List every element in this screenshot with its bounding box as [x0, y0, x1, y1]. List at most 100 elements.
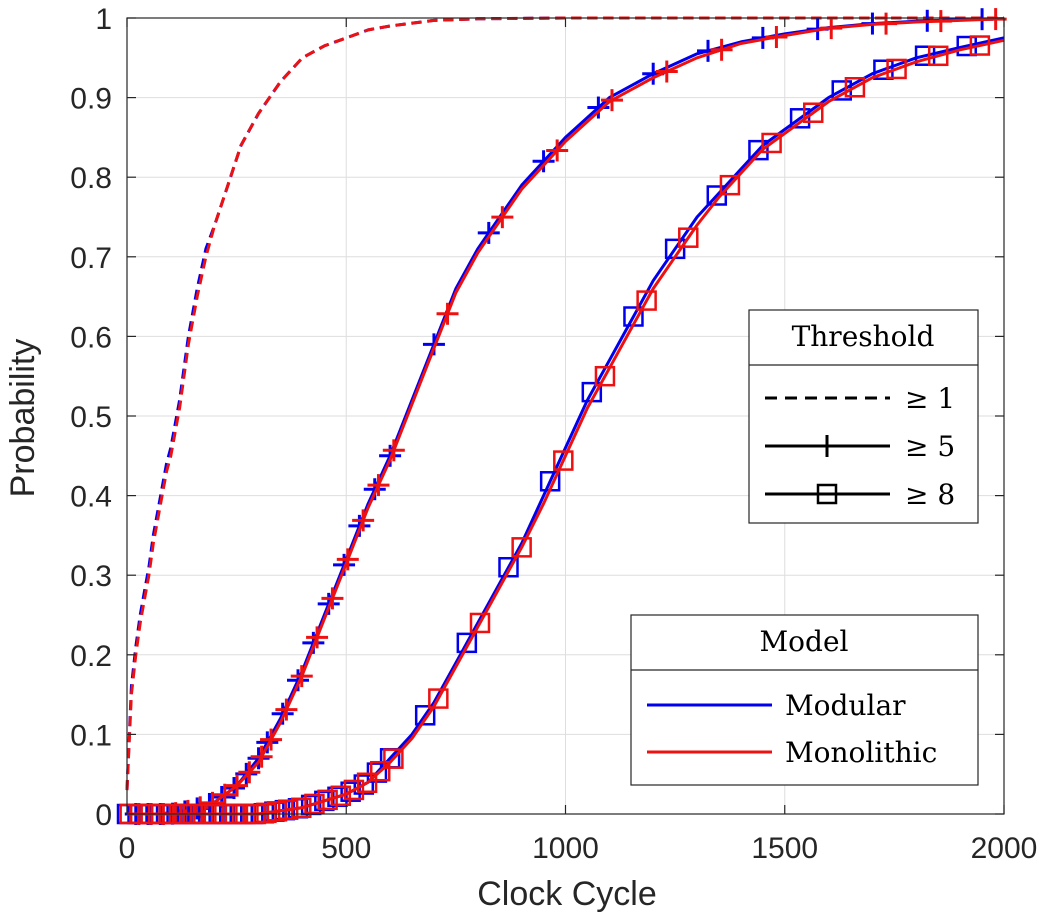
legend-threshold-entry: ≥ 5: [765, 430, 955, 463]
plus-marker: [275, 698, 298, 721]
plus-marker: [816, 435, 838, 457]
legend-threshold-label: ≥ 5: [905, 430, 955, 463]
square-marker: [343, 779, 365, 801]
legend-model-label: Monolithic: [785, 736, 937, 769]
legend-model-entry: Monolithic: [647, 736, 937, 769]
plus-marker: [587, 96, 610, 119]
plus-marker: [600, 89, 623, 112]
square-marker: [330, 785, 352, 807]
square-marker: [636, 290, 657, 311]
y-tick-label: 0.8: [70, 162, 112, 195]
plus-marker: [247, 747, 270, 770]
plus-marker: [226, 774, 249, 797]
legend-threshold-entry: ≥ 1: [765, 382, 955, 415]
square-marker: [277, 799, 299, 820]
plus-marker: [321, 587, 344, 610]
plus-marker: [238, 761, 261, 784]
plus-marker: [382, 439, 405, 462]
square-marker: [706, 185, 728, 206]
plus-marker: [984, 8, 1007, 31]
y-tick-label: 0.7: [70, 242, 112, 275]
square-marker: [803, 102, 824, 123]
plus-marker: [532, 150, 555, 173]
x-axis-label: Clock Cycle: [477, 875, 656, 913]
legend-threshold-box: [748, 309, 979, 524]
x-tick-label: 1000: [532, 832, 599, 865]
square-marker: [816, 483, 838, 505]
square-marker: [428, 688, 449, 709]
plus-marker: [213, 783, 236, 806]
plus-marker: [367, 474, 390, 497]
square-marker: [456, 632, 478, 654]
plus-marker: [929, 10, 952, 33]
tick-labels: 0 500 1000 1500 2000 0 0.1 0.2 0.3 0.4 0.5 0.6 0.7 0.…: [70, 3, 1037, 865]
square-marker: [369, 760, 391, 782]
legend-threshold-entry: ≥ 8: [765, 478, 955, 511]
series-line: [125, 16, 1004, 791]
plus-marker: [352, 509, 375, 532]
square-marker: [553, 450, 574, 471]
legend-model-entry: Modular: [647, 689, 906, 722]
y-tick-label: 0.2: [70, 640, 112, 673]
y-tick-label: 0.5: [70, 401, 112, 434]
x-tick-label: 500: [321, 832, 371, 865]
plus-marker: [260, 728, 283, 751]
plus-marker: [306, 626, 329, 649]
y-axis-label: Probability: [4, 339, 42, 498]
square-marker: [678, 227, 699, 248]
square-marker: [266, 801, 288, 822]
plus-marker: [820, 17, 843, 40]
plot-frame: [126, 17, 1005, 815]
square-marker: [844, 77, 866, 98]
series-monolithic-plus: [127, 8, 1007, 825]
plus-marker: [710, 38, 733, 61]
square-marker: [789, 108, 811, 129]
y-tick-label: 0.6: [70, 321, 112, 354]
square-marker: [317, 789, 338, 811]
legend-model-label: Modular: [785, 689, 906, 722]
plus-marker: [477, 221, 500, 244]
square-marker: [719, 174, 741, 196]
legend-threshold-label: ≥ 8: [905, 478, 955, 511]
legend-model-box: [630, 614, 979, 786]
y-tick-label: 0.9: [70, 83, 112, 116]
square-marker: [304, 793, 325, 815]
series-line: [127, 17, 1005, 816]
y-tick-label: 1: [95, 3, 112, 36]
legend-threshold-label: ≥ 1: [905, 382, 955, 415]
x-tick-label: 0: [119, 832, 136, 865]
y-tick-label: 0.1: [70, 719, 112, 752]
y-tick-label: 0: [95, 799, 112, 832]
square-marker: [291, 797, 312, 819]
square-marker: [927, 45, 949, 67]
y-tick-label: 0.3: [70, 560, 112, 593]
plus-marker: [290, 665, 313, 688]
plus-marker: [655, 60, 678, 83]
plus-marker: [256, 731, 279, 754]
plus-marker: [491, 206, 514, 229]
square-marker: [414, 705, 436, 726]
legend-threshold-title: Threshold: [792, 320, 935, 353]
square-marker: [886, 58, 907, 80]
square-marker: [511, 537, 532, 558]
plus-marker: [765, 26, 788, 49]
plus-marker: [250, 745, 273, 768]
plus-marker: [546, 139, 569, 162]
legend-threshold: Threshold ≥ 1 ≥ 5 ≥ 8: [748, 309, 979, 524]
legend-model: Model Modular Monolithic: [630, 614, 979, 786]
square-marker: [969, 35, 991, 56]
square-marker: [256, 802, 277, 824]
plus-marker: [875, 12, 898, 35]
square-marker: [383, 748, 404, 769]
plus-marker: [436, 302, 459, 325]
square-marker: [748, 139, 769, 161]
series-line: [127, 38, 1005, 816]
x-tick-label: 1500: [751, 832, 818, 865]
series-monolithic-none: [125, 16, 1004, 791]
y-tick-label: 0.4: [70, 481, 112, 514]
legend-model-title: Model: [760, 625, 849, 658]
square-marker: [469, 612, 491, 634]
square-marker: [498, 556, 519, 578]
x-tick-label: 2000: [971, 832, 1038, 865]
